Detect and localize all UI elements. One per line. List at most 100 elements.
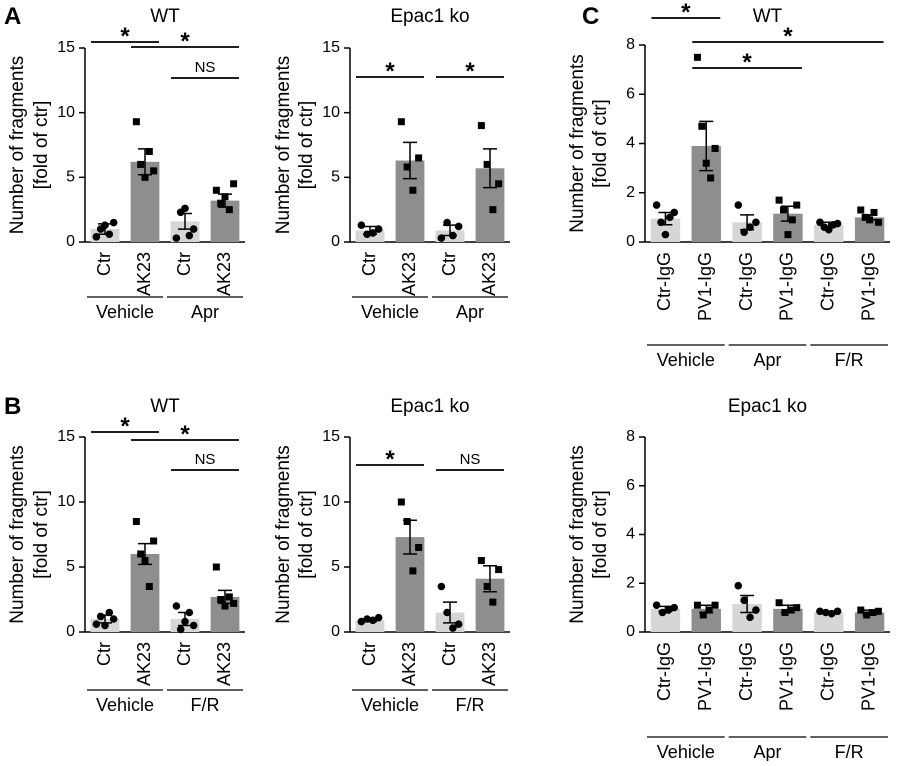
x-tick-label: Ctr (174, 642, 194, 666)
data-point (185, 608, 194, 617)
y-axis-label: Number of fragments (273, 445, 294, 623)
data-point (734, 201, 743, 209)
data-point (101, 221, 109, 229)
data-point (141, 557, 149, 564)
data-point (443, 608, 451, 617)
data-point (824, 225, 833, 234)
y-axis-label: Number of fragments (567, 54, 588, 232)
data-point (92, 620, 101, 628)
y-axis-label: [fold of ctr] (296, 490, 317, 579)
y-tick-label: 5 (66, 169, 75, 186)
data-point (483, 583, 491, 590)
data-point (746, 613, 754, 622)
data-point (477, 557, 485, 564)
x-tick-label: AK23 (214, 252, 234, 296)
data-point (172, 234, 181, 242)
y-tick-label: 0 (626, 233, 635, 250)
y-tick-label: 6 (626, 85, 635, 102)
significance-label: * (120, 413, 130, 440)
x-tick-label: PV1-IgG (777, 642, 797, 711)
data-point (145, 147, 153, 155)
significance-label: NS (195, 451, 216, 468)
bar (130, 554, 160, 632)
data-point (693, 53, 701, 61)
data-point (874, 218, 882, 226)
data-point (181, 204, 189, 213)
panel-label: C (582, 3, 599, 30)
data-point (357, 617, 366, 626)
data-point (857, 206, 865, 214)
significance-label: NS (195, 59, 216, 76)
data-point (96, 612, 105, 621)
data-point (869, 609, 877, 616)
panel-title: Epac1 ko (728, 396, 807, 417)
y-axis-label: Number of fragments (7, 445, 28, 623)
data-point (699, 611, 707, 619)
x-tick-label: PV1-IgG (858, 642, 878, 711)
panel-title: Epac1 ko (390, 396, 469, 417)
panel-title: WT (150, 6, 180, 27)
data-point (150, 537, 158, 545)
y-tick-label: 8 (626, 36, 635, 53)
data-point (780, 206, 788, 214)
y-axis-label: [fold of ctr] (590, 490, 611, 579)
data-point (109, 615, 118, 623)
data-point (397, 118, 405, 126)
data-point (374, 225, 383, 233)
data-point (775, 599, 783, 607)
y-tick-label: 10 (57, 104, 75, 121)
data-point (833, 607, 842, 616)
data-point (454, 222, 463, 231)
data-point (212, 563, 220, 571)
error-bar (483, 148, 497, 189)
x-tick-label: AK23 (214, 642, 234, 686)
group-label: Apr (753, 350, 781, 370)
data-point (363, 230, 371, 239)
data-point (221, 193, 229, 201)
data-point (740, 596, 748, 605)
data-point (225, 206, 233, 214)
x-tick-label: Ctr (439, 642, 459, 666)
data-point (793, 604, 801, 612)
bar (814, 612, 844, 632)
y-tick-label: 0 (331, 233, 340, 250)
x-tick-label: AK23 (134, 642, 154, 686)
x-tick-label: Ctr-IgG (654, 642, 674, 701)
x-tick-label: Ctr (94, 252, 114, 276)
x-tick-label: Ctr (359, 252, 379, 276)
group-label: Vehicle (96, 302, 154, 322)
y-tick-label: 2 (626, 574, 635, 591)
y-axis-label: Number of fragments (7, 56, 28, 234)
y-axis-label: [fold of ctr] (31, 101, 52, 190)
y-tick-label: 0 (626, 623, 635, 640)
data-point (92, 233, 101, 241)
data-point (225, 593, 233, 601)
x-tick-label: AK23 (134, 252, 154, 296)
data-point (775, 196, 783, 204)
data-point (816, 218, 824, 227)
data-point (221, 602, 229, 610)
data-point (185, 231, 194, 240)
significance-label: * (742, 49, 752, 76)
data-point (137, 160, 145, 168)
y-axis-label: Number of fragments (273, 56, 294, 234)
data-point (105, 230, 114, 239)
group-label: Vehicle (657, 742, 715, 761)
data-point (740, 228, 748, 236)
data-point (866, 216, 874, 224)
data-point (661, 230, 670, 239)
data-point (357, 221, 366, 229)
data-point (827, 609, 836, 618)
data-point (816, 607, 824, 616)
data-point (652, 201, 661, 209)
data-point (212, 186, 220, 194)
data-point (363, 615, 371, 623)
data-point (861, 213, 869, 221)
data-point (437, 234, 446, 242)
group-label: F/R (835, 742, 864, 761)
y-tick-label: 8 (626, 428, 635, 445)
data-point (793, 201, 801, 209)
y-tick-label: 10 (322, 493, 340, 510)
data-point (874, 607, 882, 615)
y-axis-label: Number of fragments (567, 445, 588, 623)
